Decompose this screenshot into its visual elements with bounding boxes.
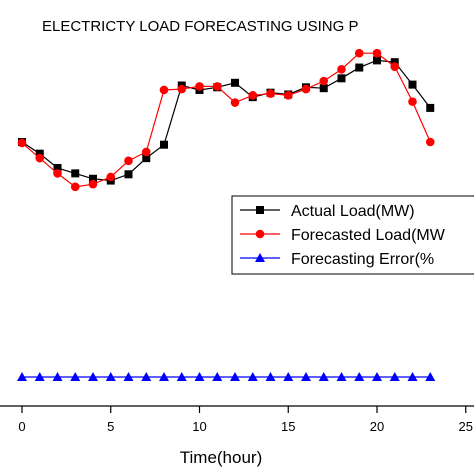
data-point — [247, 372, 258, 381]
data-point — [372, 48, 382, 58]
data-point — [195, 82, 204, 91]
data-point — [319, 84, 328, 93]
data-point — [336, 372, 347, 381]
data-point — [212, 372, 223, 381]
data-point — [124, 170, 133, 179]
plot-area — [17, 48, 436, 381]
data-point — [265, 372, 276, 381]
data-point — [88, 372, 98, 381]
data-point — [194, 372, 205, 381]
data-point — [88, 179, 98, 189]
data-point — [337, 74, 346, 83]
legend-marker — [255, 253, 265, 262]
data-point — [319, 76, 329, 86]
x-tick-label: 10 — [192, 419, 206, 434]
data-point — [70, 182, 80, 192]
data-point — [426, 103, 435, 112]
legend-label: Forecasted Load(MW — [291, 227, 446, 244]
chart-title: ELECTRICTY LOAD FORECASTING USING P — [42, 18, 358, 35]
data-point — [142, 154, 151, 163]
data-point — [390, 58, 399, 67]
data-point — [248, 91, 258, 100]
x-tick-label: 5 — [107, 419, 114, 434]
x-tick-label: 0 — [18, 419, 25, 434]
data-point — [266, 89, 275, 98]
data-point — [141, 147, 151, 157]
data-point — [408, 97, 417, 106]
data-point — [35, 149, 44, 158]
data-point — [34, 372, 45, 381]
data-point — [372, 372, 382, 381]
data-point — [177, 84, 187, 94]
legend-label: Forecasting Error(% — [291, 251, 434, 268]
data-point — [17, 372, 27, 381]
data-point — [301, 84, 311, 94]
x-tick-label: 20 — [370, 419, 384, 434]
data-point — [354, 48, 364, 58]
data-point — [53, 169, 62, 178]
data-point — [123, 372, 134, 381]
data-point — [159, 85, 169, 95]
data-point — [373, 56, 381, 65]
data-point — [17, 138, 27, 148]
legend-marker — [255, 229, 265, 239]
data-point — [355, 63, 364, 72]
data-point — [283, 372, 294, 381]
data-point — [176, 372, 187, 381]
data-point — [124, 156, 133, 166]
data-point — [52, 372, 63, 381]
x-tick-label: 15 — [281, 419, 295, 434]
data-point — [106, 172, 116, 182]
data-point — [89, 174, 97, 183]
series-line-1 — [21, 52, 431, 188]
data-point — [231, 78, 239, 87]
x-tick-label: 25 — [459, 419, 473, 434]
data-point — [230, 98, 240, 107]
data-point — [230, 372, 240, 381]
data-point — [318, 372, 329, 381]
data-point — [105, 372, 116, 381]
data-point — [71, 169, 80, 178]
data-point — [390, 62, 400, 71]
data-point — [141, 372, 152, 381]
data-point — [425, 372, 436, 381]
data-point — [337, 65, 346, 74]
x-axis: 0 5 10 15 20 25 — [0, 405, 474, 434]
x-axis-label: Time(hour) — [180, 448, 263, 467]
legend-box — [231, 195, 474, 275]
data-point — [160, 140, 168, 149]
data-point — [354, 372, 365, 381]
data-point — [53, 164, 62, 173]
legend-label: Actual Load(MW) — [291, 203, 415, 220]
data-point — [301, 372, 311, 381]
data-point — [407, 372, 418, 381]
legend: Actual Load(MW) Forecasted Load(MW Forecas… — [231, 195, 474, 275]
data-point — [70, 372, 81, 381]
series-line-0 — [21, 59, 431, 182]
data-point — [212, 82, 222, 91]
data-point — [159, 372, 169, 381]
data-point — [283, 91, 293, 100]
data-point — [425, 137, 435, 147]
data-point — [389, 372, 400, 381]
legend-marker — [256, 206, 264, 214]
data-point — [35, 153, 45, 163]
data-point — [408, 80, 417, 89]
